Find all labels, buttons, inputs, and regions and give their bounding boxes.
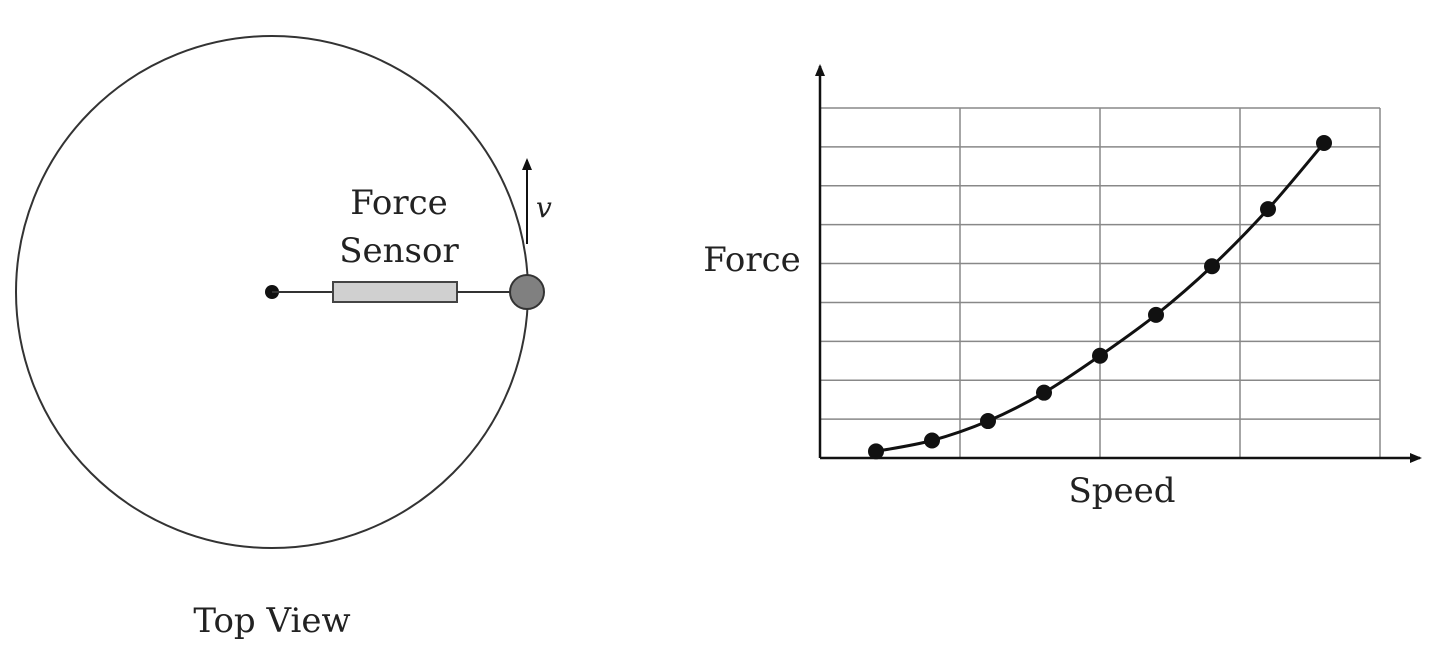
force-sensor: [332, 281, 458, 303]
sensor-label-line2: Sensor: [339, 231, 459, 271]
x-axis-label: Speed: [1068, 471, 1175, 511]
data-point: [868, 443, 884, 460]
mass-ball: [509, 274, 545, 310]
force-speed-graph: Force Speed: [703, 64, 1422, 511]
sensor-label-line1: Force: [350, 183, 448, 223]
top-view-diagram: v Force Sensor Top View: [15, 35, 552, 641]
data-point: [1036, 384, 1052, 401]
data-point: [1148, 306, 1164, 323]
data-points: [868, 135, 1332, 460]
y-axis-label: Force: [703, 240, 801, 280]
data-point: [980, 413, 996, 430]
data-point: [1092, 347, 1108, 364]
data-point: [1204, 258, 1220, 275]
velocity-label: v: [536, 191, 552, 224]
top-view-caption: Top View: [193, 601, 350, 641]
data-point: [1260, 201, 1276, 218]
data-point: [1316, 135, 1332, 151]
graph-grid: [820, 107, 1381, 458]
data-point: [924, 432, 940, 449]
